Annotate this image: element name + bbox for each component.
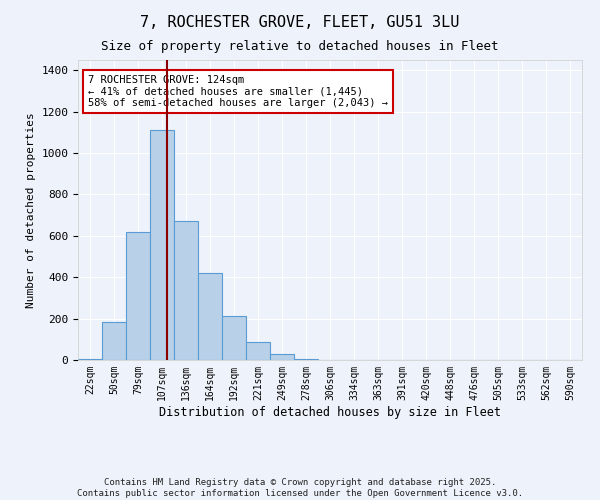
Bar: [246, 342, 270, 360]
Text: 7 ROCHESTER GROVE: 124sqm
← 41% of detached houses are smaller (1,445)
58% of se: 7 ROCHESTER GROVE: 124sqm ← 41% of detac…: [88, 75, 388, 108]
X-axis label: Distribution of detached houses by size in Fleet: Distribution of detached houses by size …: [159, 406, 501, 418]
Bar: [222, 316, 246, 360]
Text: Contains HM Land Registry data © Crown copyright and database right 2025.
Contai: Contains HM Land Registry data © Crown c…: [77, 478, 523, 498]
Bar: [270, 354, 294, 360]
Bar: [174, 222, 198, 360]
Bar: [102, 322, 126, 360]
Y-axis label: Number of detached properties: Number of detached properties: [26, 112, 36, 308]
Bar: [126, 232, 150, 360]
Text: Size of property relative to detached houses in Fleet: Size of property relative to detached ho…: [101, 40, 499, 53]
Bar: [198, 273, 222, 360]
Bar: [294, 359, 318, 360]
Bar: [150, 130, 174, 360]
Text: 7, ROCHESTER GROVE, FLEET, GU51 3LU: 7, ROCHESTER GROVE, FLEET, GU51 3LU: [140, 15, 460, 30]
